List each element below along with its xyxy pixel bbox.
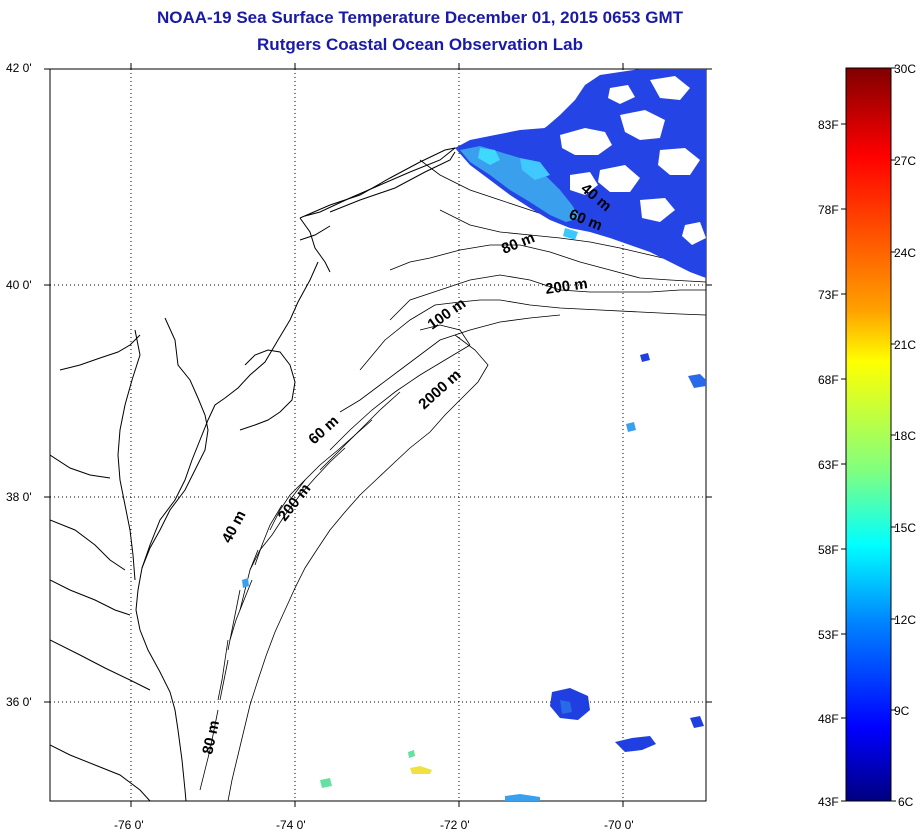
lat-label-38: 38 0' (6, 490, 32, 504)
axis-ticks (44, 63, 712, 807)
cb-label-24c: 24C (894, 246, 916, 260)
cb-label-27c: 27C (894, 154, 916, 168)
cb-label-15c: 15C (894, 521, 916, 535)
lon-label-70: -70 0' (604, 818, 634, 832)
cb-label-78f: 78F (818, 203, 839, 217)
cb-label-21c: 21C (894, 338, 916, 352)
colorbar-labels: 30C 27C 24C 21C 18C 15C 12C 9C 6C 83F 78… (818, 62, 916, 809)
cb-label-68f: 68F (818, 373, 839, 387)
map-title: NOAA-19 Sea Surface Temperature December… (157, 8, 683, 27)
cb-label-63f: 63F (818, 458, 839, 472)
cb-label-30c: 30C (894, 62, 916, 76)
cb-label-73f: 73F (818, 288, 839, 302)
lon-label-74: -74 0' (276, 818, 306, 832)
colorbar (845, 67, 892, 802)
cb-label-18c: 18C (894, 429, 916, 443)
cb-label-53f: 53F (818, 628, 839, 642)
cb-label-9c: 9C (894, 704, 910, 718)
lat-label-36: 36 0' (6, 695, 32, 709)
cb-label-48f: 48F (818, 712, 839, 726)
map-subtitle: Rutgers Coastal Ocean Observation Lab (257, 35, 583, 54)
lon-label-72: -72 0' (440, 818, 470, 832)
lon-label-76: -76 0' (114, 818, 144, 832)
cb-label-43f: 43F (818, 795, 839, 809)
sst-data-scattered (242, 353, 706, 801)
contour-label-40m-south: 80 m (199, 719, 223, 756)
cb-label-83f: 83F (818, 118, 839, 132)
colorbar-ticks (841, 67, 896, 802)
contour-label-200m-north: 200 m (544, 275, 588, 298)
cb-label-58f: 58F (818, 543, 839, 557)
lat-label-42: 42 0' (6, 61, 32, 75)
cb-label-12c: 12C (894, 613, 916, 627)
cb-label-6c: 6C (898, 795, 914, 809)
lat-label-40: 40 0' (6, 278, 32, 292)
graticule (50, 69, 706, 801)
sst-data-north (455, 69, 706, 278)
